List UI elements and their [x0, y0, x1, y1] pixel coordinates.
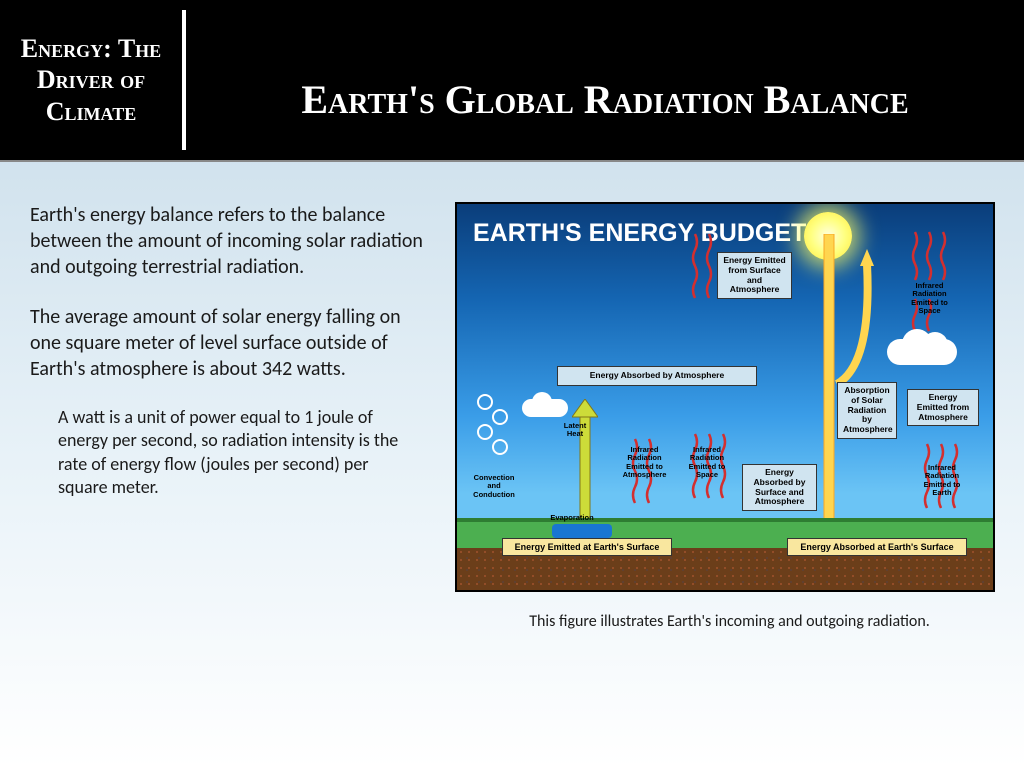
label-emitted-surface: Energy Emitted at Earth's Surface [502, 538, 672, 556]
convection-circle [492, 409, 508, 425]
label-absorbed-surface: Energy Absorbed at Earth's Surface [787, 538, 967, 556]
latent-heat-arrow [572, 399, 598, 529]
label-ir-space-mid: Infrared Radiation Emitted to Space [682, 446, 732, 479]
cloud-puff [532, 392, 552, 412]
energy-budget-diagram: EARTH'S ENERGY BUDGET [455, 202, 995, 592]
paragraph-3: A watt is a unit of power equal to 1 jou… [30, 406, 430, 500]
text-column: Earth's energy balance refers to the bal… [30, 202, 430, 631]
label-emitted-from-atmos: Energy Emitted from Atmosphere [907, 389, 979, 426]
section-title: Energy: The Driver of Climate [0, 25, 182, 135]
label-convection: Convection and Conduction [469, 474, 519, 499]
convection-circle [477, 394, 493, 410]
label-absorbed-atmos: Energy Absorbed by Atmosphere [557, 366, 757, 386]
convection-circle [492, 439, 508, 455]
paragraph-1: Earth's energy balance refers to the bal… [30, 202, 430, 280]
label-ir-space-top: Infrared Radiation Emitted to Space [902, 282, 957, 315]
figure-caption: This figure illustrates Earth's incoming… [455, 612, 1004, 631]
slide-title: Earth's Global Radiation Balance [186, 34, 1024, 126]
diagram-title: EARTH'S ENERGY BUDGET [473, 218, 806, 248]
header-bar: Energy: The Driver of Climate Earth's Gl… [0, 0, 1024, 162]
label-evaporation: Evaporation [547, 514, 597, 522]
label-absorbed-surface-atmos: Energy Absorbed by Surface and Atmospher… [742, 464, 817, 511]
paragraph-2: The average amount of solar energy falli… [30, 304, 430, 382]
label-latent-heat: Latent Heat [557, 422, 593, 439]
convection-circle [477, 424, 493, 440]
label-ir-to-earth: Infrared Radiation Emitted to Earth [917, 464, 967, 497]
label-ir-to-atmos: Infrared Radiation Emitted to Atmosphere [617, 446, 672, 479]
label-absorption-solar: Absorption of Solar Radiation by Atmosph… [837, 382, 897, 439]
cloud-puff [922, 332, 948, 358]
reflected-arrow [832, 244, 882, 394]
label-emitted-surface-atmos: Energy Emitted from Surface and Atmosphe… [717, 252, 792, 299]
figure-column: EARTH'S ENERGY BUDGET [455, 202, 1004, 631]
content-area: Earth's energy balance refers to the bal… [0, 162, 1024, 651]
water-icon [552, 524, 612, 538]
